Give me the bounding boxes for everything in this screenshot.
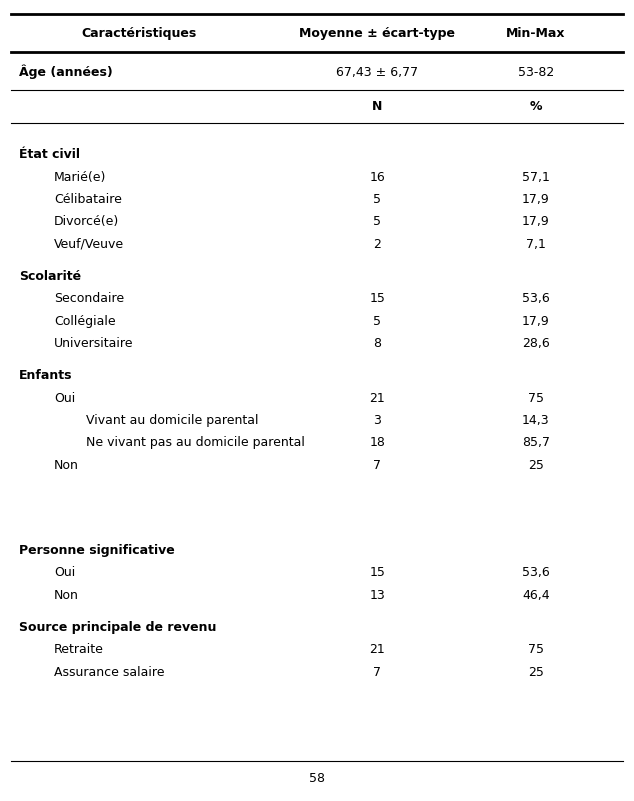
Text: 7: 7 bbox=[373, 459, 381, 472]
Text: Universitaire: Universitaire bbox=[54, 337, 133, 350]
Text: Collégiale: Collégiale bbox=[54, 315, 115, 328]
Text: 17,9: 17,9 bbox=[522, 193, 550, 206]
Text: Assurance salaire: Assurance salaire bbox=[54, 666, 164, 678]
Text: 28,6: 28,6 bbox=[522, 337, 550, 350]
Text: 7: 7 bbox=[373, 666, 381, 678]
Text: 53-82: 53-82 bbox=[517, 66, 554, 78]
Text: 5: 5 bbox=[373, 215, 381, 228]
Text: 7,1: 7,1 bbox=[526, 238, 546, 251]
Text: Âge (années): Âge (années) bbox=[19, 65, 113, 79]
Text: 67,43 ± 6,77: 67,43 ± 6,77 bbox=[336, 66, 418, 78]
Text: Divorcé(e): Divorcé(e) bbox=[54, 215, 119, 228]
Text: Oui: Oui bbox=[54, 566, 75, 579]
Text: 5: 5 bbox=[373, 315, 381, 328]
Text: N: N bbox=[372, 100, 382, 113]
Text: 3: 3 bbox=[373, 414, 381, 427]
Text: 13: 13 bbox=[370, 589, 385, 602]
Text: 21: 21 bbox=[370, 392, 385, 405]
Text: Ne vivant pas au domicile parental: Ne vivant pas au domicile parental bbox=[86, 437, 304, 449]
Text: Enfants: Enfants bbox=[19, 369, 72, 382]
Text: 8: 8 bbox=[373, 337, 381, 350]
Text: Personne significative: Personne significative bbox=[19, 544, 175, 557]
Text: 75: 75 bbox=[527, 392, 544, 405]
Text: 75: 75 bbox=[527, 643, 544, 656]
Text: 25: 25 bbox=[527, 459, 544, 472]
Text: Moyenne ± écart-type: Moyenne ± écart-type bbox=[299, 27, 455, 40]
Text: Non: Non bbox=[54, 589, 79, 602]
Text: 58: 58 bbox=[309, 772, 325, 785]
Text: Retraite: Retraite bbox=[54, 643, 104, 656]
Text: 2: 2 bbox=[373, 238, 381, 251]
Text: Non: Non bbox=[54, 459, 79, 472]
Text: Oui: Oui bbox=[54, 392, 75, 405]
Text: Scolarité: Scolarité bbox=[19, 270, 81, 283]
Text: Min-Max: Min-Max bbox=[506, 27, 566, 40]
Text: 17,9: 17,9 bbox=[522, 215, 550, 228]
Text: 18: 18 bbox=[369, 437, 385, 449]
Text: 17,9: 17,9 bbox=[522, 315, 550, 328]
Text: 15: 15 bbox=[369, 566, 385, 579]
Text: 21: 21 bbox=[370, 643, 385, 656]
Text: Marié(e): Marié(e) bbox=[54, 171, 107, 183]
Text: État civil: État civil bbox=[19, 148, 80, 161]
Text: 5: 5 bbox=[373, 193, 381, 206]
Text: 57,1: 57,1 bbox=[522, 171, 550, 183]
Text: 53,6: 53,6 bbox=[522, 566, 550, 579]
Text: %: % bbox=[529, 100, 542, 113]
Text: 46,4: 46,4 bbox=[522, 589, 550, 602]
Text: 85,7: 85,7 bbox=[522, 437, 550, 449]
Text: 14,3: 14,3 bbox=[522, 414, 550, 427]
Text: Caractéristiques: Caractéristiques bbox=[82, 27, 197, 40]
Text: Célibataire: Célibataire bbox=[54, 193, 122, 206]
Text: Veuf/Veuve: Veuf/Veuve bbox=[54, 238, 124, 251]
Text: Secondaire: Secondaire bbox=[54, 292, 124, 305]
Text: Vivant au domicile parental: Vivant au domicile parental bbox=[86, 414, 258, 427]
Text: 15: 15 bbox=[369, 292, 385, 305]
Text: 25: 25 bbox=[527, 666, 544, 678]
Text: 53,6: 53,6 bbox=[522, 292, 550, 305]
Text: 16: 16 bbox=[370, 171, 385, 183]
Text: Source principale de revenu: Source principale de revenu bbox=[19, 621, 216, 634]
